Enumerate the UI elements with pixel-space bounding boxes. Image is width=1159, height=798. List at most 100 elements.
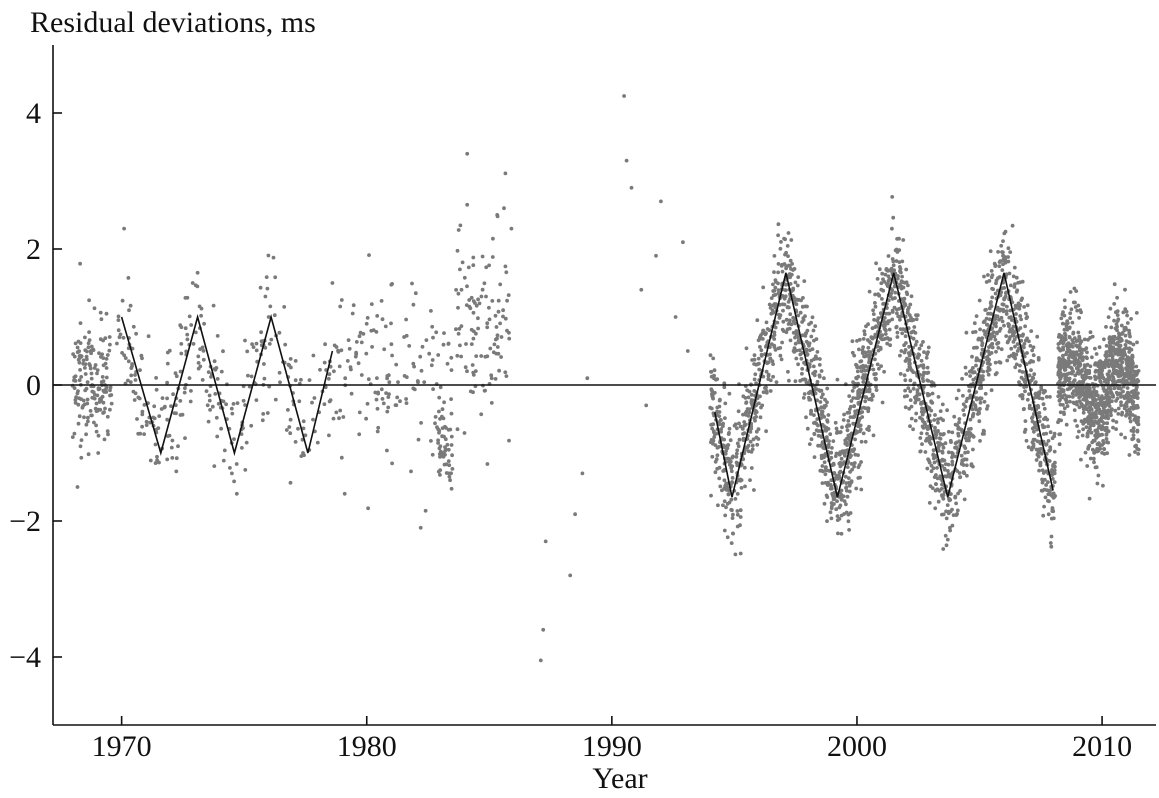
data-point (87, 298, 91, 303)
data-point (789, 272, 794, 277)
data-point (1123, 307, 1128, 311)
data-point (140, 412, 145, 417)
data-point (880, 333, 885, 338)
data-point (134, 331, 139, 336)
data-point (573, 512, 577, 517)
data-point (728, 459, 733, 464)
data-point (191, 342, 196, 346)
data-point (221, 458, 226, 463)
data-point (1070, 395, 1075, 399)
data-point (988, 343, 993, 348)
data-point (396, 380, 400, 384)
data-point (1136, 369, 1141, 373)
data-point (364, 321, 369, 326)
data-point (778, 353, 783, 358)
data-point (199, 313, 204, 318)
data-point (897, 260, 902, 264)
data-point (446, 459, 451, 463)
data-point (207, 398, 212, 403)
data-point (758, 415, 763, 420)
data-point (978, 439, 982, 443)
data-point (907, 344, 911, 349)
data-point (433, 415, 438, 419)
data-point (961, 393, 965, 398)
data-point (915, 355, 919, 360)
data-point (370, 345, 374, 349)
data-point (78, 355, 82, 360)
data-point (879, 281, 884, 286)
data-point (201, 357, 206, 362)
data-point (881, 301, 886, 306)
data-point (771, 303, 775, 308)
data-point (941, 445, 946, 450)
data-point (1062, 298, 1067, 303)
data-point (880, 400, 885, 405)
data-point (1130, 406, 1135, 410)
data-point (115, 341, 119, 346)
data-point (213, 392, 218, 396)
data-point (959, 427, 964, 432)
data-point (366, 506, 370, 511)
data-point (913, 343, 918, 347)
y-tick-label: 2 (26, 233, 41, 266)
data-point (1024, 311, 1028, 316)
data-point (484, 294, 488, 299)
data-point (971, 370, 975, 375)
data-point (174, 374, 179, 379)
data-point (839, 497, 844, 502)
data-point (101, 400, 106, 405)
data-point (126, 378, 130, 383)
data-point (224, 402, 229, 407)
data-point (1116, 406, 1121, 411)
data-point (868, 357, 872, 362)
data-point (200, 378, 205, 382)
data-point (919, 343, 924, 348)
data-point (140, 356, 144, 361)
data-point (477, 301, 482, 306)
data-point (786, 263, 791, 268)
data-point (758, 345, 762, 349)
data-point (757, 367, 762, 372)
data-point (950, 430, 955, 435)
data-point (888, 343, 892, 348)
data-point (1010, 318, 1014, 322)
data-point (970, 414, 975, 419)
data-point (1062, 327, 1067, 332)
data-point (822, 376, 826, 381)
data-point (830, 463, 835, 467)
data-point (975, 356, 979, 361)
data-point (495, 333, 500, 338)
data-point (903, 334, 908, 339)
data-point (905, 368, 910, 372)
data-point (83, 362, 88, 366)
data-point (978, 327, 982, 332)
data-point (866, 345, 871, 350)
data-point (268, 304, 273, 309)
data-point (200, 345, 205, 350)
data-point (712, 376, 716, 381)
data-point (1108, 306, 1113, 311)
data-point (249, 374, 254, 379)
data-point (201, 349, 206, 353)
data-point (882, 369, 886, 374)
data-point (1008, 308, 1013, 313)
data-point (243, 338, 247, 343)
data-point (434, 330, 439, 335)
data-point (731, 512, 735, 517)
data-point (1075, 435, 1080, 439)
data-point (462, 431, 467, 435)
data-point (1072, 358, 1077, 363)
data-point (835, 476, 840, 481)
data-point (712, 390, 717, 395)
data-point (465, 369, 469, 374)
data-point (989, 300, 993, 304)
data-point (379, 299, 384, 303)
data-point (1081, 410, 1086, 415)
data-point (1061, 347, 1066, 352)
x-tick-label: 2000 (827, 730, 887, 763)
data-point (776, 281, 780, 286)
data-point (838, 469, 843, 474)
data-point (997, 329, 1002, 333)
data-point (327, 372, 332, 377)
data-point (1025, 303, 1030, 308)
